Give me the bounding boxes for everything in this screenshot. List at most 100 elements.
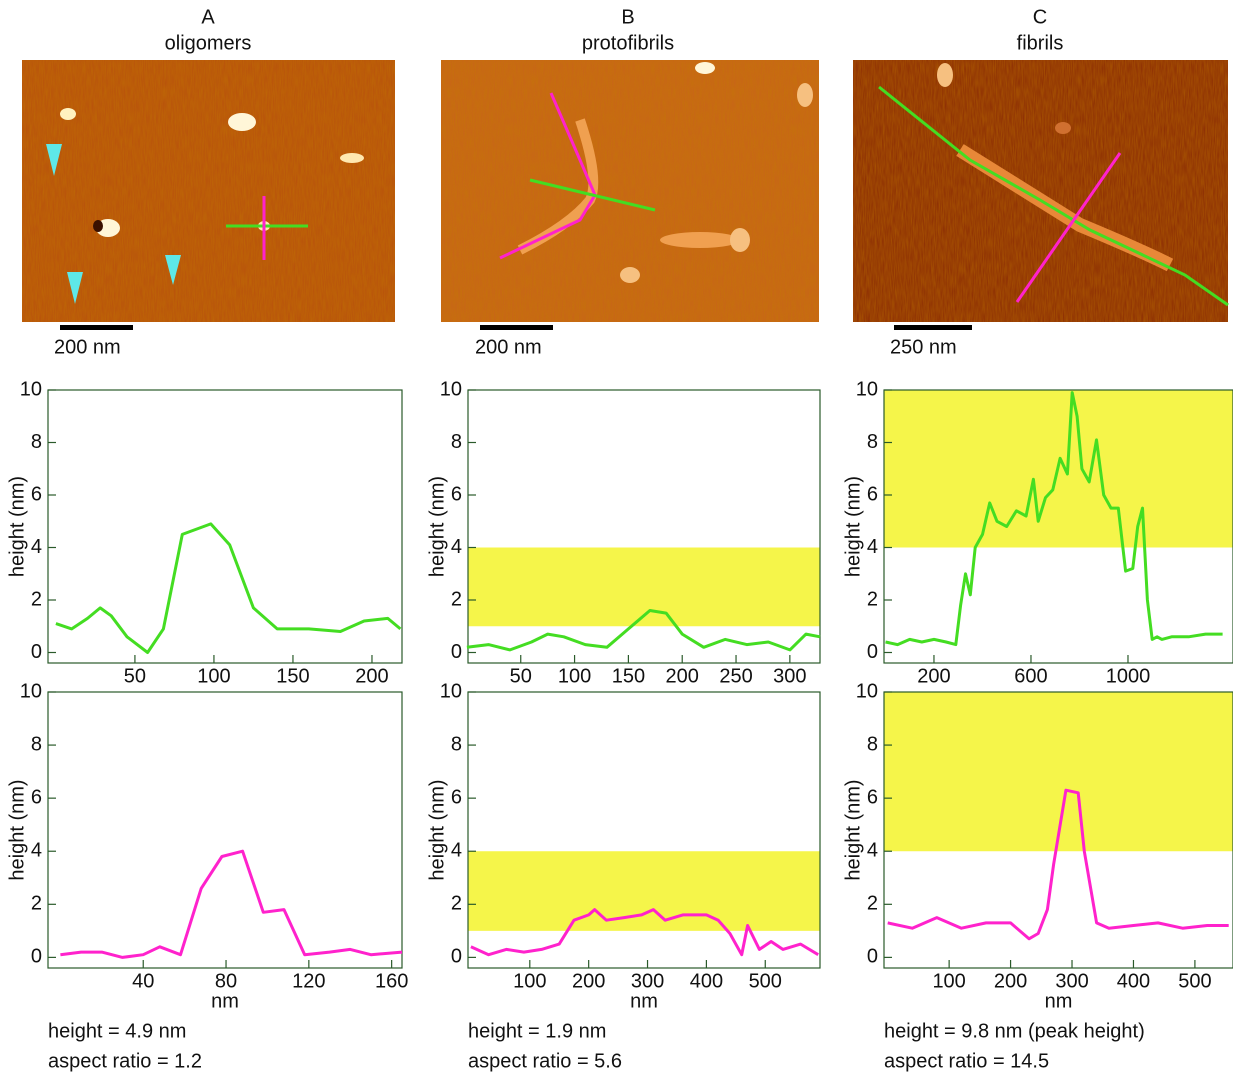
afm-image-a	[22, 60, 395, 322]
x-tick-label: 100	[558, 665, 591, 687]
summary-text: aspect ratio = 14.5	[884, 1050, 1049, 1072]
plot-frame	[47, 691, 403, 969]
highlight-band	[884, 692, 1233, 852]
x-tick-label: 80	[215, 970, 237, 992]
y-tick-label: 0	[867, 641, 878, 663]
x-tick-label: 400	[690, 970, 723, 992]
y-tick-label: 8	[31, 431, 42, 453]
y-axis-label: height (nm)	[842, 476, 864, 577]
y-tick-label: 2	[451, 588, 462, 610]
panel-label: C	[1033, 6, 1047, 28]
y-tick-label: 0	[451, 641, 462, 663]
data-line	[885, 391, 1223, 647]
x-tick-label: 600	[1014, 665, 1047, 687]
plot-frame	[883, 691, 1233, 969]
x-tick-label: 200	[666, 665, 699, 687]
x-tick-label: 1000	[1106, 665, 1151, 687]
y-tick-label: 6	[867, 786, 878, 808]
plot: 0 2 4 6 8 10 40 80 120 160 height (nm) nm	[6, 680, 408, 1012]
x-tick-label: 250	[719, 665, 752, 687]
y-tick-label: 10	[20, 378, 42, 400]
plot: 0 2 4 6 8 10 100 200 300 400 500 height (nm) nm	[842, 680, 1233, 1012]
scale-bar	[894, 325, 972, 330]
scale-bar	[480, 325, 553, 330]
panel-label: A	[201, 6, 215, 28]
y-tick-label: 6	[31, 786, 42, 808]
x-tick-label: 200	[572, 970, 605, 992]
y-tick-label: 0	[451, 946, 462, 968]
summary-text: aspect ratio = 1.2	[48, 1050, 202, 1072]
y-tick-label: 8	[867, 733, 878, 755]
y-axis-label: height (nm)	[426, 779, 448, 880]
y-tick-label: 2	[31, 588, 42, 610]
y-tick-label: 10	[20, 680, 42, 702]
x-axis-label: nm	[1045, 990, 1073, 1012]
y-tick-label: 2	[867, 893, 878, 915]
plot: 0 2 4 6 8 10 100 200 300 400 500 height (nm) nm	[426, 680, 821, 1012]
x-tick-label: 200	[917, 665, 950, 687]
y-tick-label: 4	[31, 840, 42, 862]
data-line	[470, 908, 819, 957]
y-tick-label: 8	[451, 431, 462, 453]
highlight-band	[468, 851, 820, 931]
data-line	[887, 788, 1229, 941]
y-tick-label: 4	[451, 840, 462, 862]
x-tick-label: 50	[124, 665, 146, 687]
summary-text: height = 1.9 nm	[468, 1020, 606, 1042]
y-tick-label: 8	[867, 431, 878, 453]
x-tick-label: 500	[749, 970, 782, 992]
x-tick-label: 100	[932, 970, 965, 992]
x-tick-label: 300	[631, 970, 664, 992]
afm-image-b	[441, 60, 819, 322]
x-tick-label: 200	[994, 970, 1027, 992]
y-tick-label: 2	[451, 893, 462, 915]
x-tick-label: 300	[773, 665, 806, 687]
scale-bar-label: 200 nm	[54, 336, 121, 358]
panel-label: B	[621, 6, 634, 28]
x-axis-label: nm	[211, 990, 239, 1012]
y-axis-label: height (nm)	[426, 476, 448, 577]
plot: 0 2 4 6 8 10 200 600 1000 height (nm)	[842, 378, 1233, 687]
x-tick-label: 150	[276, 665, 309, 687]
scale-bar	[60, 325, 133, 330]
y-tick-label: 10	[440, 378, 462, 400]
x-tick-label: 100	[513, 970, 546, 992]
x-tick-label: 40	[132, 970, 154, 992]
y-tick-label: 0	[31, 641, 42, 663]
x-tick-label: 160	[375, 970, 408, 992]
y-tick-label: 0	[867, 946, 878, 968]
y-tick-label: 6	[31, 483, 42, 505]
scale-bar-label: 200 nm	[475, 336, 542, 358]
y-axis-label: height (nm)	[842, 779, 864, 880]
summary-text: aspect ratio = 5.6	[468, 1050, 622, 1072]
x-axis-label: nm	[630, 990, 658, 1012]
y-tick-label: 4	[867, 536, 878, 558]
y-tick-label: 4	[451, 536, 462, 558]
panel-title: fibrils	[1017, 32, 1064, 54]
y-tick-label: 0	[31, 946, 42, 968]
x-tick-label: 100	[197, 665, 230, 687]
x-tick-label: 150	[612, 665, 645, 687]
y-tick-label: 10	[856, 378, 878, 400]
x-tick-label: 400	[1117, 970, 1150, 992]
summary-text: height = 4.9 nm	[48, 1020, 186, 1042]
y-tick-label: 10	[440, 680, 462, 702]
highlight-band	[468, 547, 820, 627]
y-tick-label: 8	[451, 733, 462, 755]
data-line	[60, 849, 403, 959]
panel-title: oligomers	[165, 32, 252, 54]
plot: 0 2 4 6 8 10 50 100 150 200 height (nm)	[6, 378, 403, 687]
y-tick-label: 2	[31, 893, 42, 915]
data-line	[466, 609, 821, 652]
plot-frame	[47, 389, 403, 664]
y-tick-label: 10	[856, 680, 878, 702]
summary-text: height = 9.8 nm (peak height)	[884, 1020, 1145, 1042]
scale-bar-label: 250 nm	[890, 336, 957, 358]
y-axis-label: height (nm)	[6, 476, 28, 577]
data-line	[55, 522, 402, 654]
plot: 0 2 4 6 8 10 50 100 150 200 250 300 height (nm)	[426, 378, 821, 687]
y-tick-label: 6	[451, 786, 462, 808]
y-tick-label: 6	[867, 483, 878, 505]
y-tick-label: 8	[31, 733, 42, 755]
